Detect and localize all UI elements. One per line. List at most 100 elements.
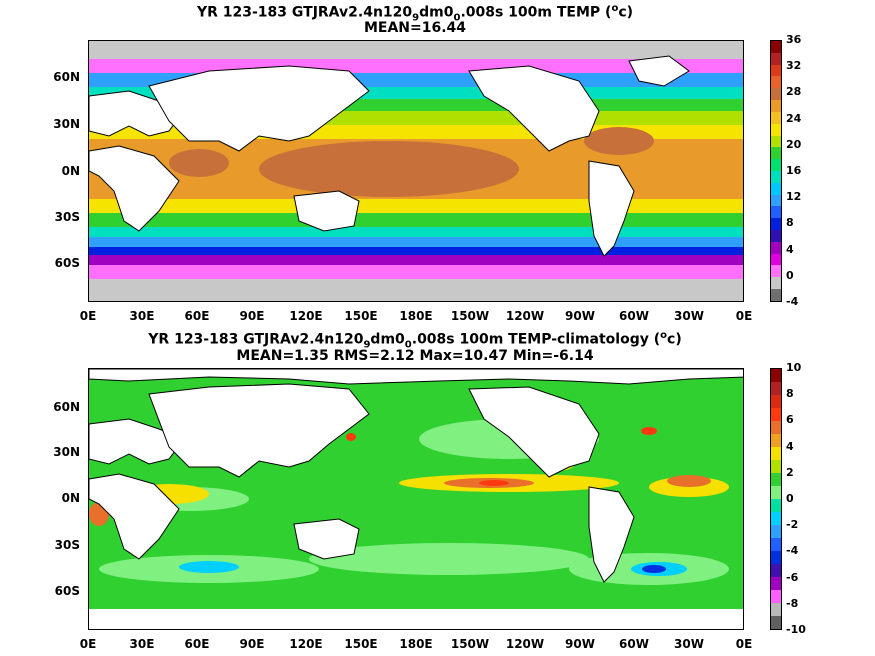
colorbar-segment [771, 64, 781, 77]
bottom-anomaly-map [88, 368, 744, 630]
colorbar-tick-label: -10 [786, 623, 806, 636]
bottom-lon-label: 60E [184, 637, 210, 651]
top-colorbar [770, 40, 782, 302]
colorbar-segment [771, 447, 781, 460]
bottom-lon-label: 150E [344, 637, 378, 651]
bottom-lon-label: 150W [450, 637, 490, 651]
colorbar-segment [771, 473, 781, 486]
colorbar-segment [771, 577, 781, 590]
bottom-map-title: YR 123-183 GTJRAv2.4n1209dm00.008s 100m … [148, 330, 682, 351]
colorbar-segment [771, 499, 781, 512]
bottom-lon-label: 90E [239, 637, 265, 651]
top-lat-label-30n: 30N [53, 117, 80, 131]
colorbar-segment [771, 460, 781, 473]
colorbar-tick-label: 28 [786, 85, 802, 99]
colorbar-segment [771, 551, 781, 564]
top-lon-label: 120E [289, 309, 323, 323]
top-temperature-map [88, 40, 744, 302]
colorbar-tick-label: 0 [786, 268, 794, 282]
colorbar-tick-label: -6 [786, 570, 799, 584]
colorbar-tick-label: 36 [786, 33, 802, 46]
bottom-lon-label: 90W [565, 637, 595, 651]
colorbar-segment [771, 421, 781, 434]
colorbar-segment [771, 194, 781, 207]
colorbar-segment [771, 253, 781, 266]
colorbar-segment [771, 123, 781, 136]
colorbar-segment [771, 277, 781, 290]
colorbar-segment [771, 76, 781, 89]
colorbar-segment [771, 369, 781, 382]
colorbar-segment [771, 512, 781, 525]
bottom-lon-label: 0E [735, 637, 753, 651]
colorbar-tick-label: 16 [786, 164, 802, 177]
colorbar-tick-label: -2 [786, 518, 799, 532]
colorbar-segment [771, 408, 781, 421]
top-lon-label: 90W [565, 309, 595, 323]
bottom-lon-label: 120W [505, 637, 545, 651]
colorbar-tick-label: -4 [786, 544, 799, 558]
top-lon-label: 30E [129, 309, 155, 323]
top-lat-label-30s: 30S [54, 210, 80, 224]
colorbar-segment [771, 159, 781, 171]
colorbar-segment [771, 147, 781, 160]
colorbar-segment [771, 289, 781, 301]
colorbar-segment [771, 616, 781, 629]
bottom-lon-label: 120E [289, 637, 323, 651]
colorbar-segment [771, 52, 781, 65]
colorbar-segment [771, 590, 781, 603]
colorbar-segment [771, 170, 781, 183]
colorbar-segment [771, 603, 781, 616]
colorbar-segment [771, 564, 781, 577]
bottom-lat-label-30s: 30S [54, 538, 80, 552]
colorbar-tick-label: 24 [786, 111, 802, 125]
top-lon-label: 180E [399, 309, 433, 323]
top-map-title: YR 123-183 GTJRAv2.4n1209dm00.008s 100m … [196, 3, 634, 24]
colorbar-segment [771, 434, 781, 447]
colorbar-segment [771, 218, 781, 230]
colorbar-segment [771, 206, 781, 219]
bottom-lat-label-30n: 30N [53, 445, 80, 459]
bottom-lon-label: 30W [674, 637, 704, 651]
colorbar-segment [771, 241, 781, 254]
colorbar-segment [771, 182, 781, 195]
colorbar-segment [771, 88, 781, 101]
colorbar-segment [771, 265, 781, 278]
bottom-lon-label: 0E [79, 637, 97, 651]
colorbar-tick-label: -8 [786, 596, 799, 610]
colorbar-segment [771, 135, 781, 148]
colorbar-segment [771, 538, 781, 551]
bottom-lat-label-0n: 0N [61, 491, 80, 505]
bottom-lat-label-60n: 60N [53, 400, 80, 414]
colorbar-tick-label: 6 [786, 413, 794, 427]
colorbar-segment [771, 382, 781, 395]
bottom-colorbar [770, 368, 782, 630]
colorbar-tick-label: 4 [786, 242, 794, 256]
top-lon-label: 30W [674, 309, 704, 323]
top-lat-label-0n: 0N [61, 164, 80, 178]
bottom-lon-label: 30E [129, 637, 155, 651]
bottom-lon-label: 180E [399, 637, 433, 651]
top-lon-label: 60E [184, 309, 210, 323]
colorbar-segment [771, 111, 781, 124]
colorbar-tick-label: 12 [786, 190, 802, 204]
top-lon-label: 60W [619, 309, 649, 323]
colorbar-segment [771, 525, 781, 538]
colorbar-segment [771, 100, 781, 112]
colorbar-segment [771, 395, 781, 408]
colorbar-tick-label: -4 [786, 295, 799, 308]
bottom-map-stats: MEAN=1.35 RMS=2.12 Max=10.47 Min=-6.14 [236, 348, 594, 364]
colorbar-tick-label: 0 [786, 492, 794, 505]
colorbar-tick-label: 2 [786, 465, 794, 479]
colorbar-segment [771, 486, 781, 499]
top-lat-label-60s: 60S [54, 256, 80, 270]
top-lon-label: 90E [239, 309, 265, 323]
colorbar-tick-label: 8 [786, 387, 794, 401]
bottom-lat-label-60s: 60S [54, 584, 80, 598]
colorbar-segment [771, 230, 781, 242]
bottom-lon-label: 60W [619, 637, 649, 651]
colorbar-tick-label: 10 [786, 361, 802, 374]
top-map-stats: MEAN=16.44 [363, 20, 467, 36]
top-lon-label: 0E [735, 309, 753, 323]
colorbar-tick-label: 32 [786, 59, 802, 73]
top-lat-label-60n: 60N [53, 70, 80, 84]
